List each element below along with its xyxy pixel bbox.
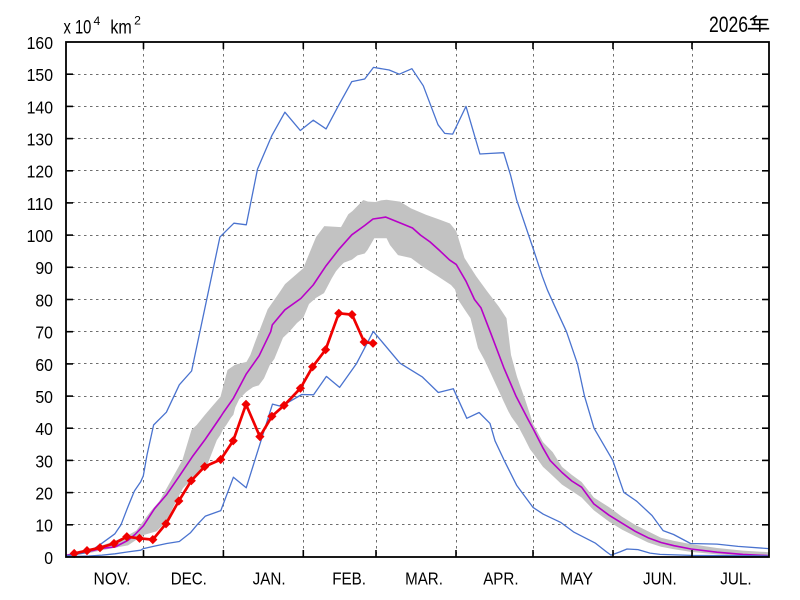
svg-text:2026: 2026 [709,12,748,37]
svg-text:160: 160 [27,33,54,53]
svg-text:110: 110 [27,194,54,214]
svg-text:FEB.: FEB. [332,568,366,588]
svg-text:40: 40 [35,419,53,439]
svg-text:MAR.: MAR. [405,568,443,588]
svg-text:APR.: APR. [483,568,518,588]
svg-text:JUL.: JUL. [720,568,751,588]
svg-text:x 10: x 10 [64,17,92,39]
svg-text:130: 130 [27,130,54,150]
svg-text:NOV.: NOV. [94,568,131,588]
svg-text:90: 90 [35,258,53,278]
svg-text:120: 120 [27,162,54,182]
svg-text:DEC.: DEC. [171,568,207,588]
svg-text:150: 150 [27,65,54,85]
svg-text:70: 70 [35,323,53,343]
svg-text:10: 10 [35,516,53,536]
svg-text:20: 20 [35,484,53,504]
svg-text:60: 60 [35,355,53,375]
svg-text:30: 30 [35,451,53,471]
svg-text:2: 2 [134,16,141,28]
svg-text:140: 140 [27,97,54,117]
svg-text:4: 4 [94,16,101,28]
svg-text:JAN.: JAN. [253,568,286,588]
svg-text:100: 100 [27,226,54,246]
svg-text:50: 50 [35,387,53,407]
svg-text:MAY: MAY [560,568,593,588]
svg-text:0: 0 [44,548,53,568]
svg-text:km: km [110,17,131,39]
svg-text:JUN.: JUN. [643,568,677,588]
svg-text:80: 80 [35,290,53,310]
